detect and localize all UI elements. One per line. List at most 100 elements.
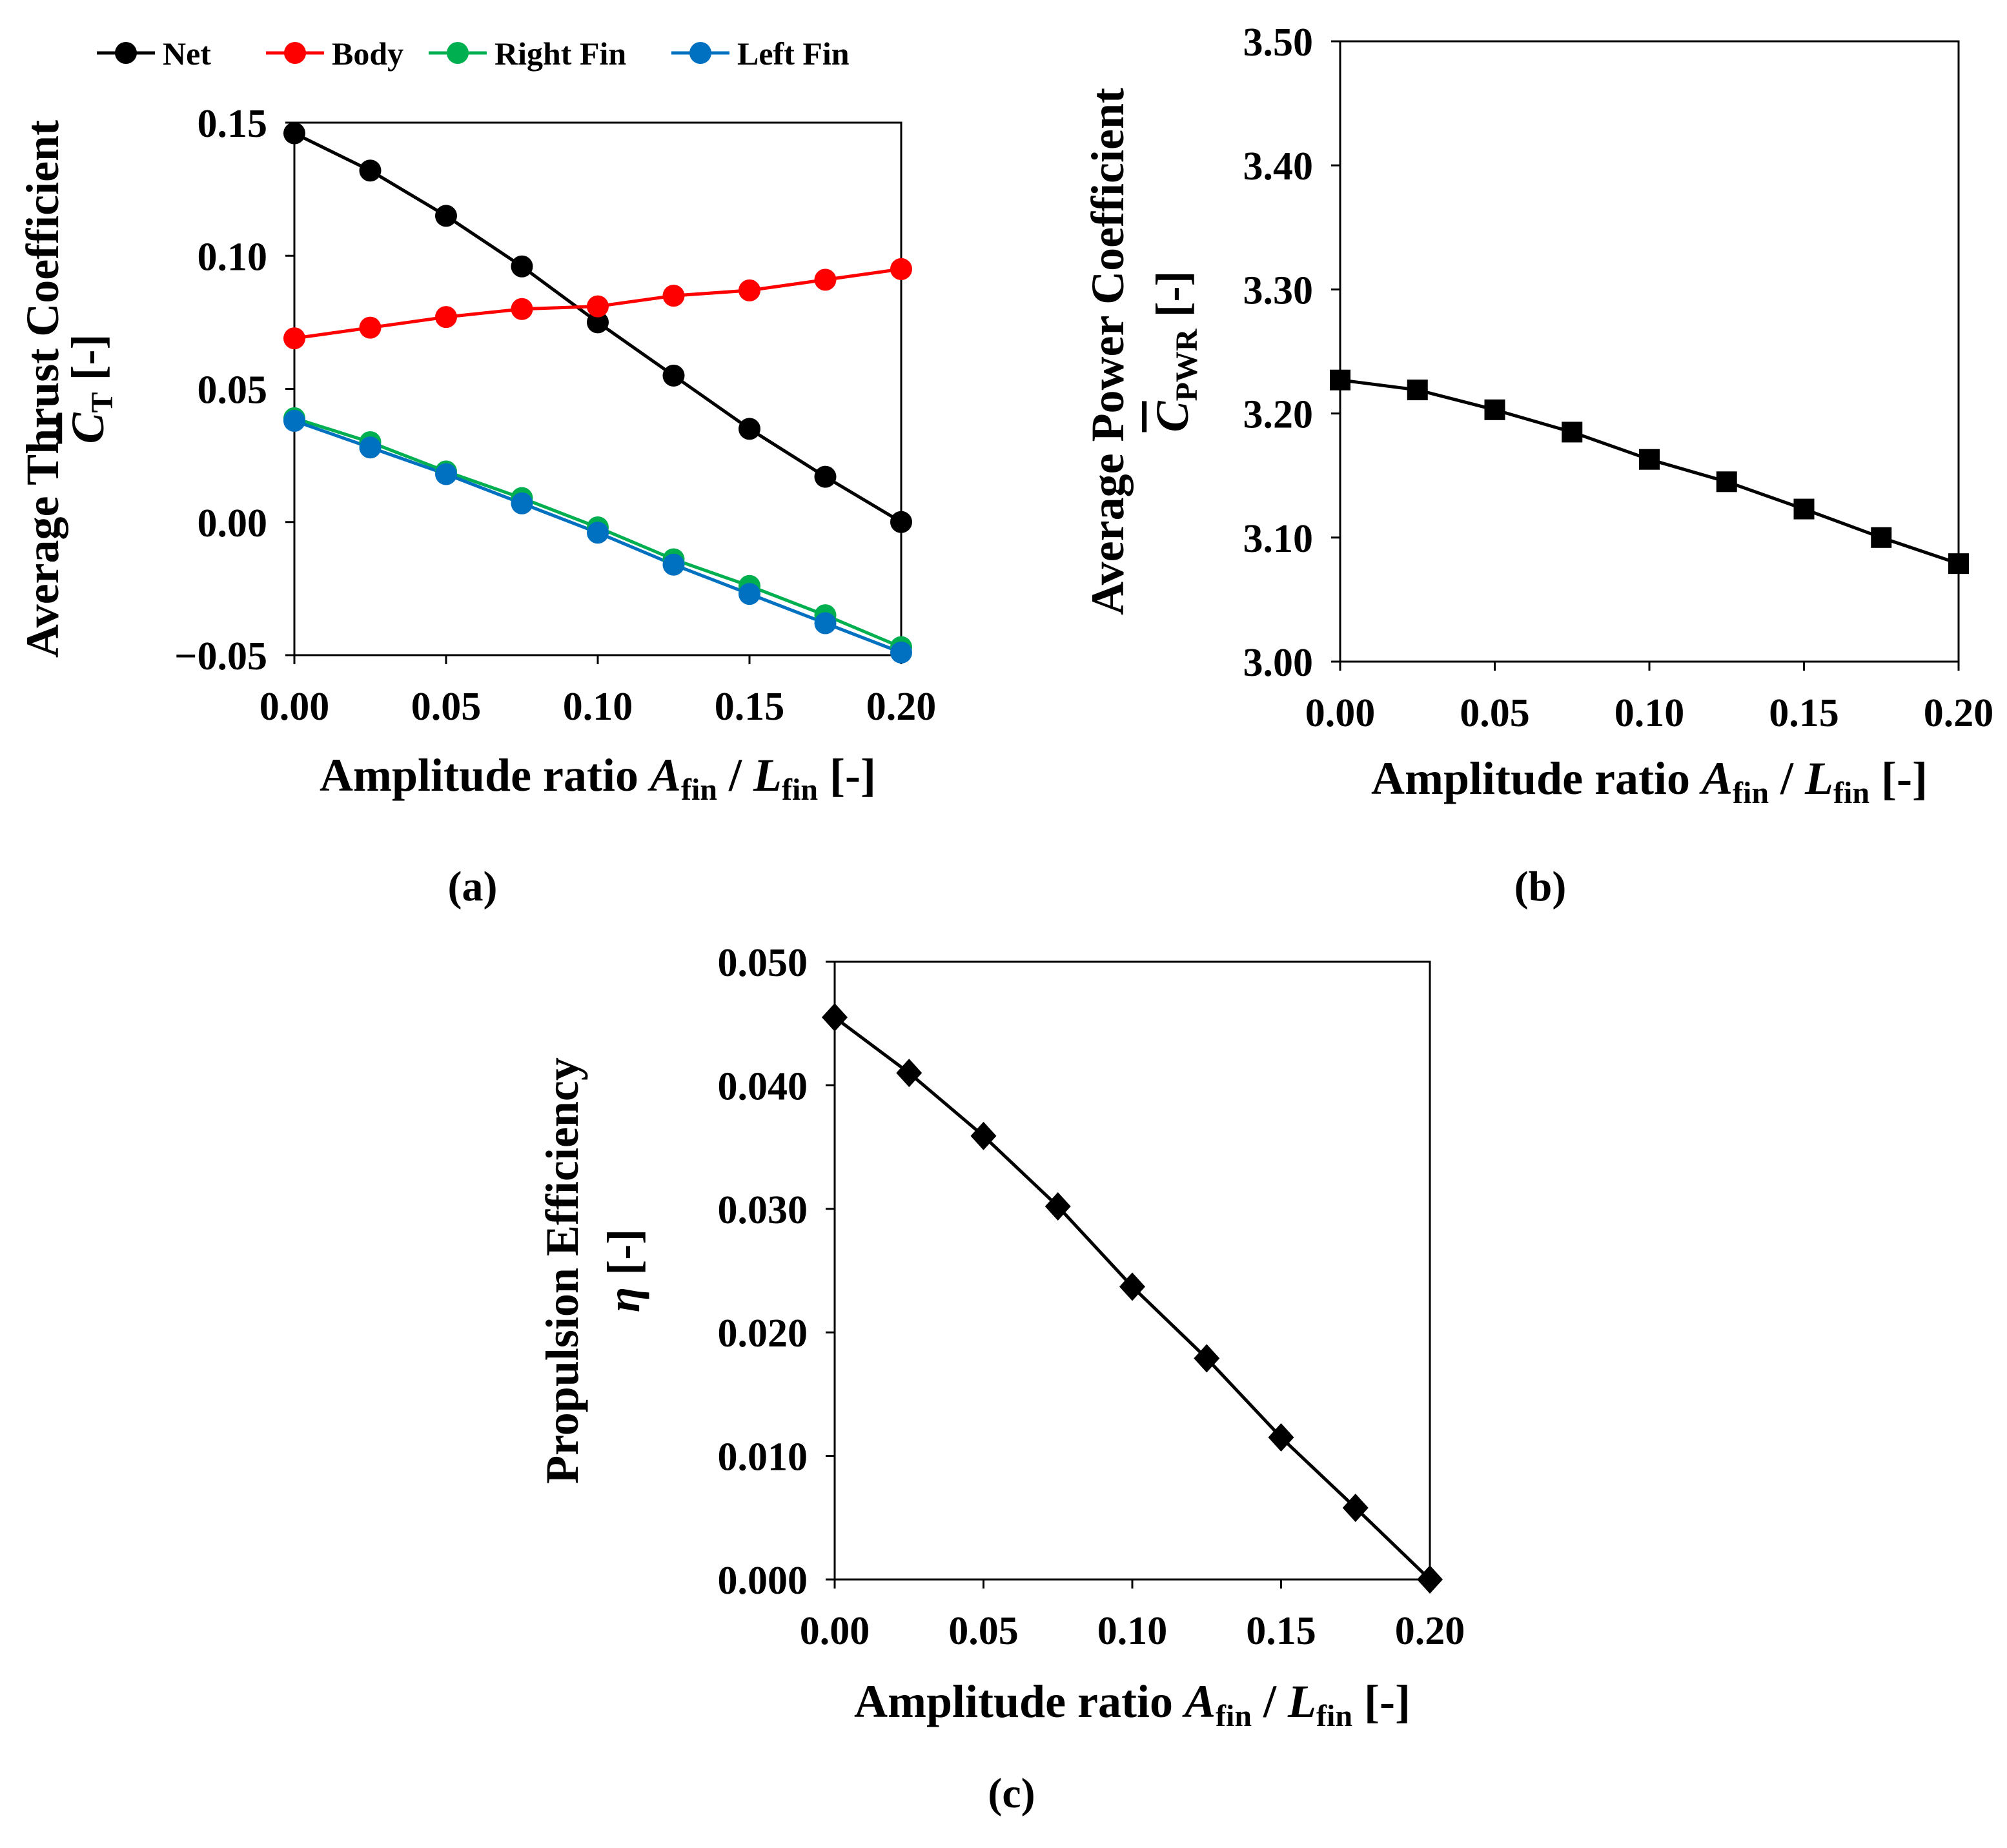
x-tick-label: 0.20: [1924, 691, 1994, 735]
y-axis-title-line1: Propulsion Efficiency: [536, 1057, 588, 1484]
data-point: [1119, 1272, 1145, 1301]
data-point: [435, 205, 457, 227]
legend-label: Body: [332, 36, 403, 72]
x-axis-title: Amplitude ratio Afin / Lfin [-]: [1371, 753, 1928, 810]
data-point: [662, 553, 685, 576]
panel-b: 0.00 0.05 0.10 0.15 0.20 3.00 3.10 3.20 3.30 3.40…: [1082, 21, 1993, 910]
y-axis-title-line1: Average Power Coefficient: [1082, 88, 1134, 615]
y-axis-title-line1: Average Thrust Coefficient: [17, 120, 68, 658]
data-point: [739, 418, 760, 440]
data-point: [435, 306, 457, 329]
data-point: [662, 364, 685, 387]
panel-c: 0.00 0.05 0.10 0.15 0.20 0.000 0.010 0.020 0.030…: [536, 941, 1465, 1817]
panel-label: (c): [988, 1770, 1035, 1817]
data-point: [1948, 553, 1969, 574]
panel-a: 0.00 0.05 0.10 0.15 0.20 −0.05 0.00 0.05 0.10 0.1…: [17, 102, 936, 910]
data-point: [587, 311, 609, 334]
legend-label: Right Fin: [494, 36, 626, 72]
data-point: [1871, 527, 1892, 548]
x-tick-label: 0.10: [1097, 1609, 1168, 1653]
data-point: [1562, 421, 1583, 443]
y-axis-title-line2: CT [-]: [62, 334, 119, 444]
x-tick-label: 0.05: [948, 1609, 1019, 1653]
x-axis-title: Amplitude ratio Afin / Lfin [-]: [320, 749, 876, 807]
x-tick-label: 0.00: [800, 1609, 870, 1653]
legend-item-body: Body: [266, 36, 403, 72]
y-tick-label: 3.50: [1243, 21, 1314, 65]
y-tick-label: 0.05: [198, 369, 268, 412]
data-point: [1716, 471, 1737, 492]
legend-marker: [115, 42, 137, 64]
legend-marker: [447, 42, 469, 64]
data-point: [890, 641, 912, 664]
plot-frame: [833, 960, 1431, 1581]
data-point: [970, 1121, 997, 1150]
y-tick-label: 0.10: [198, 235, 268, 279]
x-tick-label: 0.10: [563, 685, 633, 729]
panel-label: (a): [448, 863, 498, 910]
data-point: [283, 327, 305, 350]
data-point: [896, 1059, 922, 1088]
legend-label: Net: [163, 36, 211, 72]
x-tick-label: 0.15: [1769, 691, 1839, 735]
data-point: [822, 1003, 848, 1032]
x-tick-label: 0.00: [1305, 691, 1376, 735]
data-point: [1330, 369, 1350, 391]
legend-item-right-fin: Right Fin: [429, 36, 626, 72]
data-point: [283, 410, 305, 432]
data-point: [511, 492, 533, 514]
series-line-power: [1340, 378, 1959, 565]
data-point: [1044, 1192, 1071, 1221]
panel-label: (b): [1514, 863, 1567, 910]
data-point: [359, 159, 382, 182]
data-point: [1268, 1423, 1294, 1452]
x-tick-label: 0.10: [1615, 691, 1685, 735]
data-point: [359, 316, 382, 339]
legend-label: Left Fin: [737, 36, 850, 72]
data-point: [739, 279, 760, 301]
y-tick-label: 0.000: [718, 1559, 808, 1603]
y-tick-label: 0.050: [718, 941, 808, 985]
x-tick-label: 0.15: [1246, 1609, 1316, 1653]
x-tick-label: 0.05: [411, 685, 482, 729]
data-point: [662, 285, 685, 307]
legend-marker: [689, 42, 711, 64]
x-tick-label: 0.20: [1395, 1609, 1465, 1653]
legend-item-net: Net: [97, 36, 211, 72]
y-tick-label: 3.10: [1243, 517, 1314, 561]
legend-item-left-fin: Left Fin: [671, 36, 850, 72]
x-axis-title: Amplitude ratio Afin / Lfin [-]: [854, 1676, 1411, 1733]
data-point: [814, 269, 837, 291]
y-tick-label: 3.30: [1243, 269, 1314, 312]
y-tick-label: 3.00: [1243, 641, 1314, 685]
data-point: [511, 298, 533, 320]
y-tick-label: 0.00: [198, 502, 268, 545]
legend-marker: [284, 42, 306, 64]
y-tick-label: 3.20: [1243, 393, 1314, 437]
legend: Net Body Right Fin Left Fin: [97, 36, 850, 72]
data-point: [1194, 1344, 1220, 1373]
data-point: [1342, 1493, 1369, 1522]
data-point: [814, 612, 837, 635]
data-point: [739, 583, 760, 605]
data-point: [814, 465, 837, 488]
y-tick-label: 0.020: [718, 1312, 808, 1356]
y-axis-title-line2: CPWR [-]: [1146, 271, 1204, 432]
data-point: [587, 522, 609, 544]
y-tick-label: 0.15: [198, 102, 268, 146]
data-point: [587, 295, 609, 318]
x-tick-label: 0.05: [1460, 691, 1530, 735]
y-tick-label: 0.030: [718, 1188, 808, 1232]
data-point: [435, 463, 457, 485]
y-tick-label: 3.40: [1243, 145, 1314, 188]
y-tick-label: 0.010: [718, 1436, 808, 1479]
data-point: [283, 122, 305, 145]
x-tick-label: 0.15: [715, 685, 785, 729]
data-point: [1639, 449, 1660, 470]
data-point: [1417, 1565, 1443, 1594]
plot-frame: [293, 121, 902, 656]
data-point: [890, 511, 912, 533]
y-axis-title-line2: η [-]: [598, 1229, 649, 1312]
plot-frame: [1339, 40, 1960, 663]
